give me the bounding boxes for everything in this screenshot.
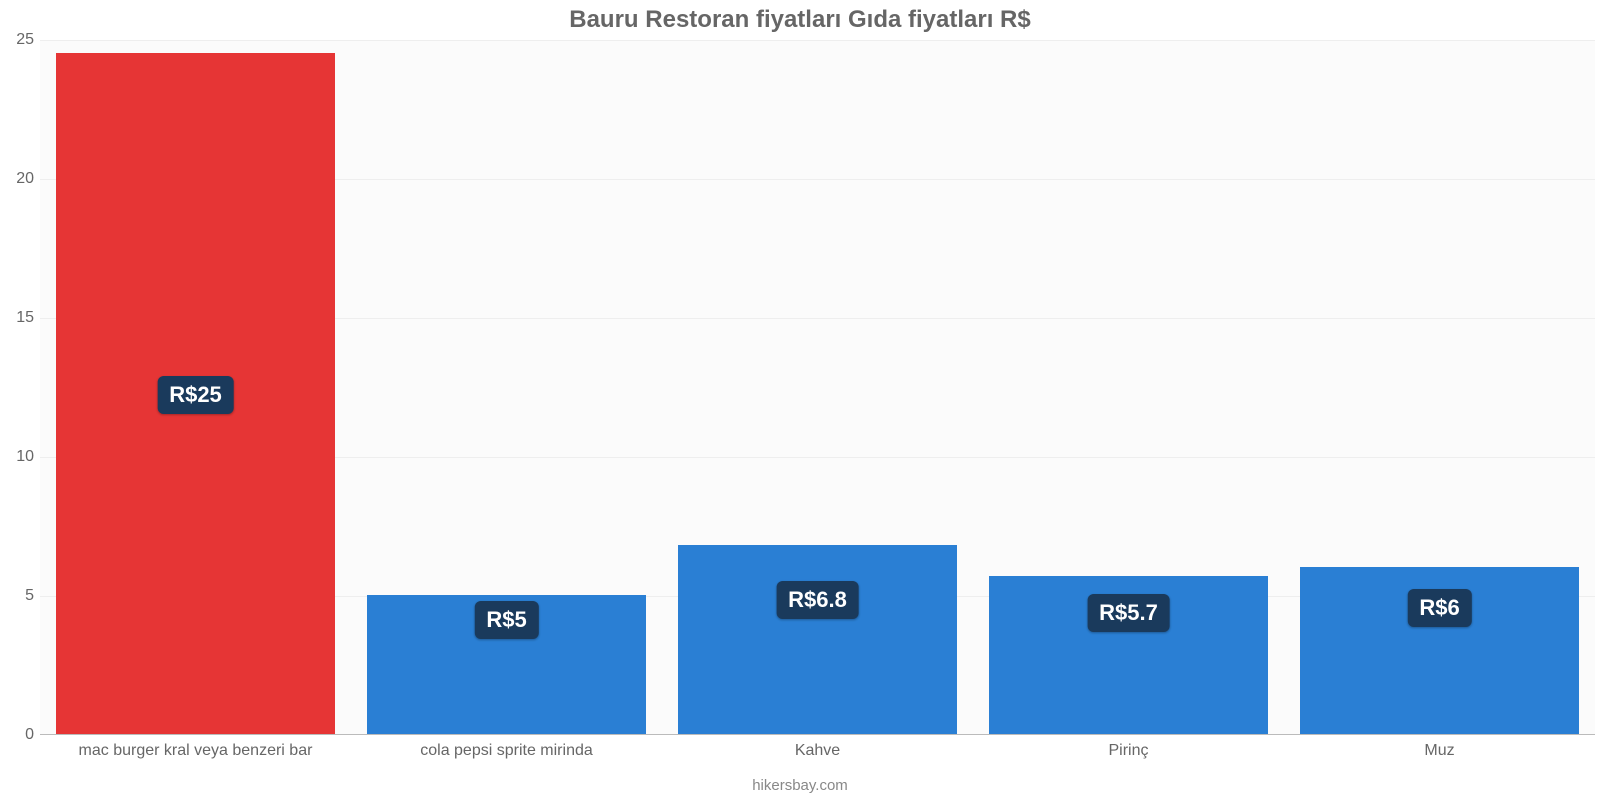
x-labels-row: mac burger kral veya benzeri bar cola pe… bbox=[40, 738, 1595, 768]
bar-slot: R$5.7 bbox=[973, 40, 1284, 734]
x-label: Pirinç bbox=[973, 738, 1284, 768]
bar-kahve bbox=[678, 545, 958, 734]
value-badge: R$5.7 bbox=[1087, 594, 1170, 632]
value-badge: R$6.8 bbox=[776, 581, 859, 619]
value-badge: R$5 bbox=[474, 601, 538, 639]
value-badge: R$6 bbox=[1407, 589, 1471, 627]
bars-row: R$25 R$5 R$6.8 R$5.7 R$6 bbox=[40, 40, 1595, 734]
plot-area: R$25 R$5 R$6.8 R$5.7 R$6 bbox=[40, 40, 1595, 735]
value-badge: R$25 bbox=[157, 376, 234, 414]
x-label: mac burger kral veya benzeri bar bbox=[40, 738, 351, 768]
bar-slot: R$6.8 bbox=[662, 40, 973, 734]
y-tick-5: 5 bbox=[4, 587, 34, 605]
source-label: hikersbay.com bbox=[0, 777, 1600, 794]
y-tick-20: 20 bbox=[4, 170, 34, 188]
bar-slot: R$25 bbox=[40, 40, 351, 734]
x-label: cola pepsi sprite mirinda bbox=[351, 738, 662, 768]
y-tick-25: 25 bbox=[4, 31, 34, 49]
x-label: Muz bbox=[1284, 738, 1595, 768]
y-tick-0: 0 bbox=[4, 726, 34, 744]
chart-title: Bauru Restoran fiyatları Gıda fiyatları … bbox=[0, 6, 1600, 34]
price-bar-chart: Bauru Restoran fiyatları Gıda fiyatları … bbox=[0, 0, 1600, 800]
y-tick-15: 15 bbox=[4, 309, 34, 327]
bar-slot: R$6 bbox=[1284, 40, 1595, 734]
y-tick-10: 10 bbox=[4, 448, 34, 466]
x-label: Kahve bbox=[662, 738, 973, 768]
bar-slot: R$5 bbox=[351, 40, 662, 734]
